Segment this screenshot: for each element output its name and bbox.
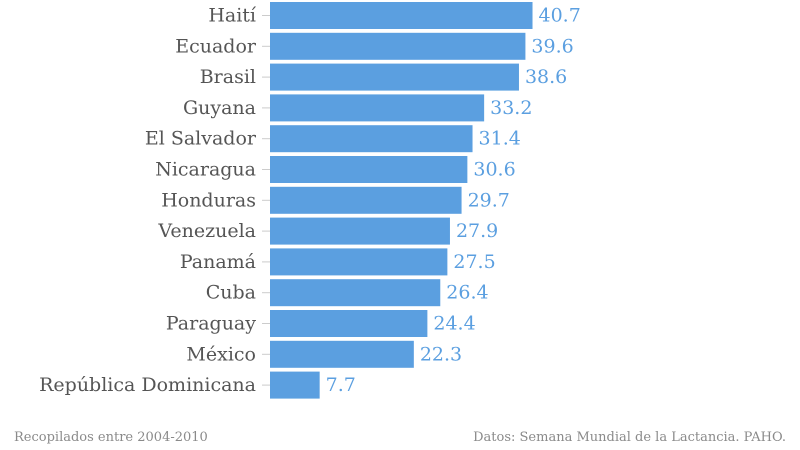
value-label: 39.6 [531,35,573,57]
bar [270,310,428,337]
category-label: Paraguay [166,313,256,335]
bar [270,217,450,245]
footer-note: Recopilados entre 2004-2010 [14,430,208,445]
value-label: 38.6 [525,66,567,88]
category-label: Venezuela [157,220,256,242]
category-label: El Salvador [145,128,257,150]
value-label: 22.3 [420,343,462,365]
value-label: 7.7 [326,374,356,396]
category-label: Guyana [183,97,256,119]
category-label: República Dominicana [39,374,256,396]
value-label: 24.4 [433,313,475,335]
category-label: Honduras [161,189,256,211]
bar [270,340,414,368]
bar [270,2,533,29]
value-label: 27.5 [453,251,495,273]
bar [270,186,462,214]
value-label: 31.4 [479,128,521,150]
bar [270,125,473,153]
bar [270,32,526,60]
bar [270,248,448,276]
value-label: 30.6 [473,159,515,181]
category-label: Nicaragua [155,159,256,181]
bar-chart: Haití 40.7 Ecuador 39.6 Brasil 38.6 Guyana 33.2… [39,2,581,399]
category-label: Cuba [206,282,256,304]
labels-group: Haití 40.7 Ecuador 39.6 Brasil 38.6 Guyana 33.2… [39,5,581,397]
bar [270,279,441,307]
value-label: 26.4 [446,282,488,304]
category-label: Haití [208,5,257,27]
value-label: 40.7 [539,5,581,27]
category-label: Ecuador [175,35,257,57]
category-label: México [186,343,256,365]
bars-group [262,2,533,399]
bar [270,156,468,183]
value-label: 33.2 [490,97,532,119]
value-label: 29.7 [468,189,510,211]
bar [270,63,519,91]
bar [270,371,320,399]
value-label: 27.9 [456,220,498,242]
bar [270,94,485,122]
footer-source: Datos: Semana Mundial de la Lactancia. P… [473,430,786,445]
category-label: Panamá [180,251,256,273]
category-label: Brasil [200,66,256,88]
